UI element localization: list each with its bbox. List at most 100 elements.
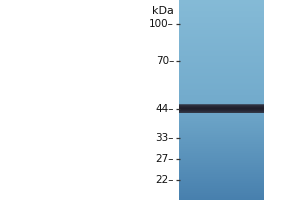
Bar xyxy=(178,102,264,103)
Bar xyxy=(178,52,264,53)
Bar xyxy=(178,165,264,166)
Bar xyxy=(178,136,264,137)
Bar xyxy=(178,32,264,33)
Bar xyxy=(178,34,264,35)
Bar xyxy=(178,111,264,112)
Bar xyxy=(178,41,264,42)
Bar xyxy=(178,42,264,43)
Bar xyxy=(178,107,264,108)
Text: 100–: 100– xyxy=(149,19,174,29)
Bar xyxy=(178,90,264,91)
Text: 22–: 22– xyxy=(155,175,174,185)
Bar xyxy=(178,119,264,120)
Bar xyxy=(178,104,264,105)
Bar xyxy=(178,133,264,134)
Bar xyxy=(178,46,264,47)
Bar xyxy=(178,48,264,49)
Bar xyxy=(178,146,264,147)
Bar xyxy=(178,112,264,113)
Bar xyxy=(178,66,264,67)
Bar xyxy=(178,178,264,179)
Bar xyxy=(178,108,264,109)
Bar xyxy=(178,174,264,175)
Bar xyxy=(178,154,264,155)
Bar xyxy=(178,146,264,147)
Bar xyxy=(178,198,264,199)
Bar xyxy=(178,196,264,197)
Bar xyxy=(178,18,264,19)
Text: 70–: 70– xyxy=(156,56,174,66)
Bar xyxy=(178,137,264,138)
Bar xyxy=(178,89,264,90)
Text: 33–: 33– xyxy=(155,133,174,143)
Bar xyxy=(178,161,264,162)
Bar xyxy=(178,140,264,141)
Bar xyxy=(178,150,264,151)
Bar xyxy=(178,98,264,99)
Bar xyxy=(178,79,264,80)
Bar xyxy=(178,14,264,15)
Bar xyxy=(178,188,264,189)
Bar xyxy=(178,142,264,143)
Bar xyxy=(178,104,264,105)
Bar xyxy=(178,129,264,130)
Bar xyxy=(178,130,264,131)
Bar xyxy=(178,0,264,1)
Bar xyxy=(178,74,264,75)
Bar xyxy=(178,152,264,153)
Bar xyxy=(178,154,264,155)
Bar xyxy=(178,96,264,97)
Bar xyxy=(178,112,264,113)
Bar xyxy=(178,182,264,183)
Bar xyxy=(178,141,264,142)
Bar xyxy=(178,50,264,51)
Bar xyxy=(178,51,264,52)
Bar xyxy=(178,54,264,55)
Bar xyxy=(178,110,264,111)
Bar xyxy=(178,73,264,74)
Bar xyxy=(178,108,264,109)
Bar xyxy=(178,148,264,149)
Bar xyxy=(178,143,264,144)
Bar xyxy=(178,56,264,57)
Bar xyxy=(178,18,264,19)
Bar xyxy=(178,93,264,94)
Bar xyxy=(178,28,264,29)
Bar xyxy=(178,80,264,81)
Bar xyxy=(178,34,264,35)
Bar xyxy=(178,13,264,14)
Bar xyxy=(178,100,264,101)
Bar xyxy=(178,64,264,65)
Bar xyxy=(178,24,264,25)
Bar xyxy=(178,40,264,41)
Bar xyxy=(178,187,264,188)
Bar xyxy=(178,158,264,159)
Bar xyxy=(178,14,264,15)
Bar xyxy=(178,153,264,154)
Bar xyxy=(178,173,264,174)
Bar xyxy=(178,70,264,71)
Bar xyxy=(178,106,264,107)
Bar xyxy=(178,180,264,181)
Bar xyxy=(178,126,264,127)
Bar xyxy=(178,151,264,152)
Bar xyxy=(178,29,264,30)
Bar xyxy=(178,3,264,4)
Bar xyxy=(178,84,264,85)
Bar xyxy=(178,107,264,108)
Bar xyxy=(178,149,264,150)
Bar xyxy=(178,176,264,177)
Bar xyxy=(178,43,264,44)
Bar xyxy=(178,12,264,13)
Bar xyxy=(178,116,264,117)
Bar xyxy=(178,61,264,62)
Bar xyxy=(178,140,264,141)
Bar xyxy=(178,40,264,41)
Bar xyxy=(178,97,264,98)
Bar xyxy=(178,158,264,159)
Bar xyxy=(178,63,264,64)
Bar xyxy=(178,60,264,61)
Bar xyxy=(178,114,264,115)
Bar xyxy=(178,80,264,81)
Bar xyxy=(178,45,264,46)
